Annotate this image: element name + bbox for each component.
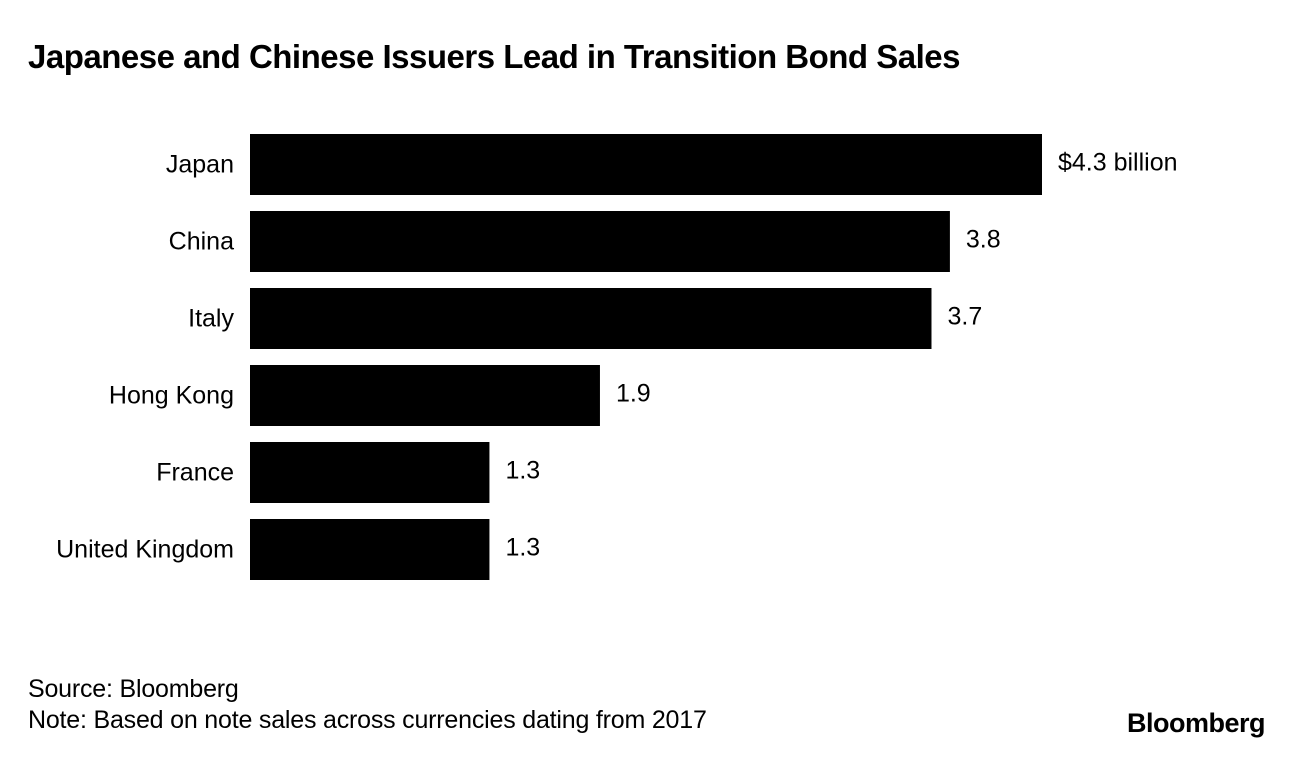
bar <box>250 365 600 426</box>
bloomberg-logo: Bloomberg <box>1126 708 1266 738</box>
value-label: 1.9 <box>616 380 651 408</box>
value-label: 1.3 <box>505 534 540 562</box>
bar <box>250 288 932 349</box>
category-label: Italy <box>188 305 234 333</box>
chart-title: Japanese and Chinese Issuers Lead in Tra… <box>28 38 960 75</box>
value-label: 3.7 <box>947 303 982 331</box>
bar <box>250 211 950 272</box>
value-label: 3.8 <box>966 226 1001 254</box>
bar <box>250 442 490 503</box>
bar <box>250 134 1042 195</box>
chart-footer: Source: Bloomberg Note: Based on note sa… <box>28 674 707 736</box>
category-label: Hong Kong <box>109 382 234 410</box>
value-label: $4.3 billion <box>1058 149 1178 177</box>
category-label: Japan <box>166 151 234 179</box>
bar <box>250 519 490 580</box>
category-label: France <box>156 459 234 487</box>
category-label: United Kingdom <box>56 536 234 564</box>
bar-chart: Japan $4.3 billion China 3.8 Italy 3.7 Hong Ko… <box>56 134 1178 580</box>
value-label: 1.3 <box>505 457 540 485</box>
category-label: China <box>169 228 234 256</box>
source-note: Source: Bloomberg <box>28 675 239 703</box>
methodology-note: Note: Based on note sales across currenc… <box>28 706 707 734</box>
